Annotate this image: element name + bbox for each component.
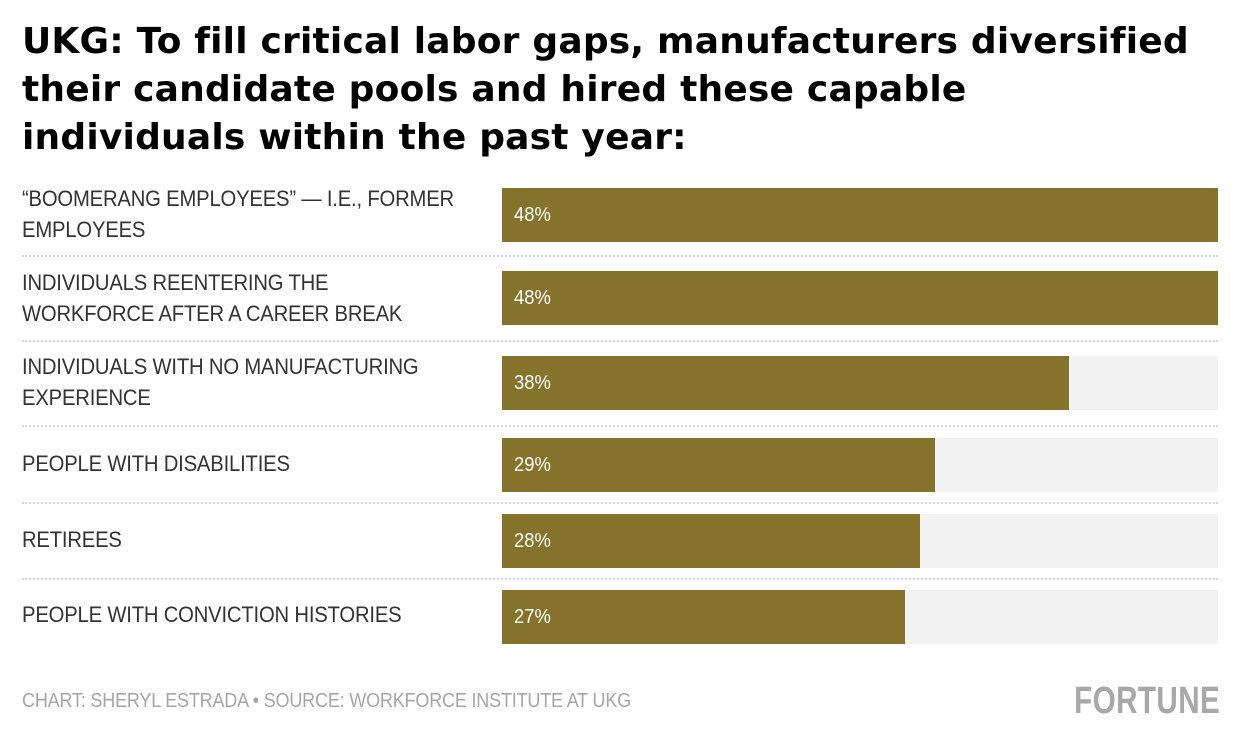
value-label: 29% <box>514 454 551 476</box>
bar-track: 29% <box>502 438 1218 492</box>
bar <box>502 356 1069 410</box>
bar-track: 38% <box>502 356 1218 410</box>
bar <box>502 590 905 644</box>
category-label: PEOPLE WITH DISABILITIES <box>22 451 290 476</box>
bar-track: 48% <box>502 271 1218 325</box>
value-label: 27% <box>514 606 551 628</box>
category-label: RETIREES <box>22 527 122 552</box>
row-separator <box>22 425 1218 427</box>
row-separator <box>22 502 1218 504</box>
row-separator <box>22 255 1218 257</box>
bar <box>502 514 920 568</box>
bar-track: 27% <box>502 590 1218 644</box>
category-label: INDIVIDUALS WITH NO MANUFACTURING EXPERI… <box>22 354 419 410</box>
value-label: 28% <box>514 530 551 552</box>
category-label: INDIVIDUALS REENTERING THE WORKFORCE AFT… <box>22 270 403 326</box>
bar <box>502 271 1218 325</box>
bar-track: 48% <box>502 188 1218 242</box>
chart-title: UKG: To fill critical labor gaps, manufa… <box>22 21 1189 158</box>
value-label: 48% <box>514 204 551 226</box>
row-separator <box>22 340 1218 342</box>
bar <box>502 188 1218 242</box>
source-credit: CHART: SHERYL ESTRADA • SOURCE: WORKFORC… <box>22 690 631 712</box>
row-separator <box>22 578 1218 580</box>
value-label: 48% <box>514 287 551 309</box>
bar-track: 28% <box>502 514 1218 568</box>
value-label: 38% <box>514 372 551 394</box>
bar <box>502 438 935 492</box>
fortune-logo: FORTUNE <box>1074 680 1220 722</box>
category-label: “BOOMERANG EMPLOYEES” — I.E., FORMER EMP… <box>22 186 454 242</box>
category-label: PEOPLE WITH CONVICTION HISTORIES <box>22 602 402 627</box>
